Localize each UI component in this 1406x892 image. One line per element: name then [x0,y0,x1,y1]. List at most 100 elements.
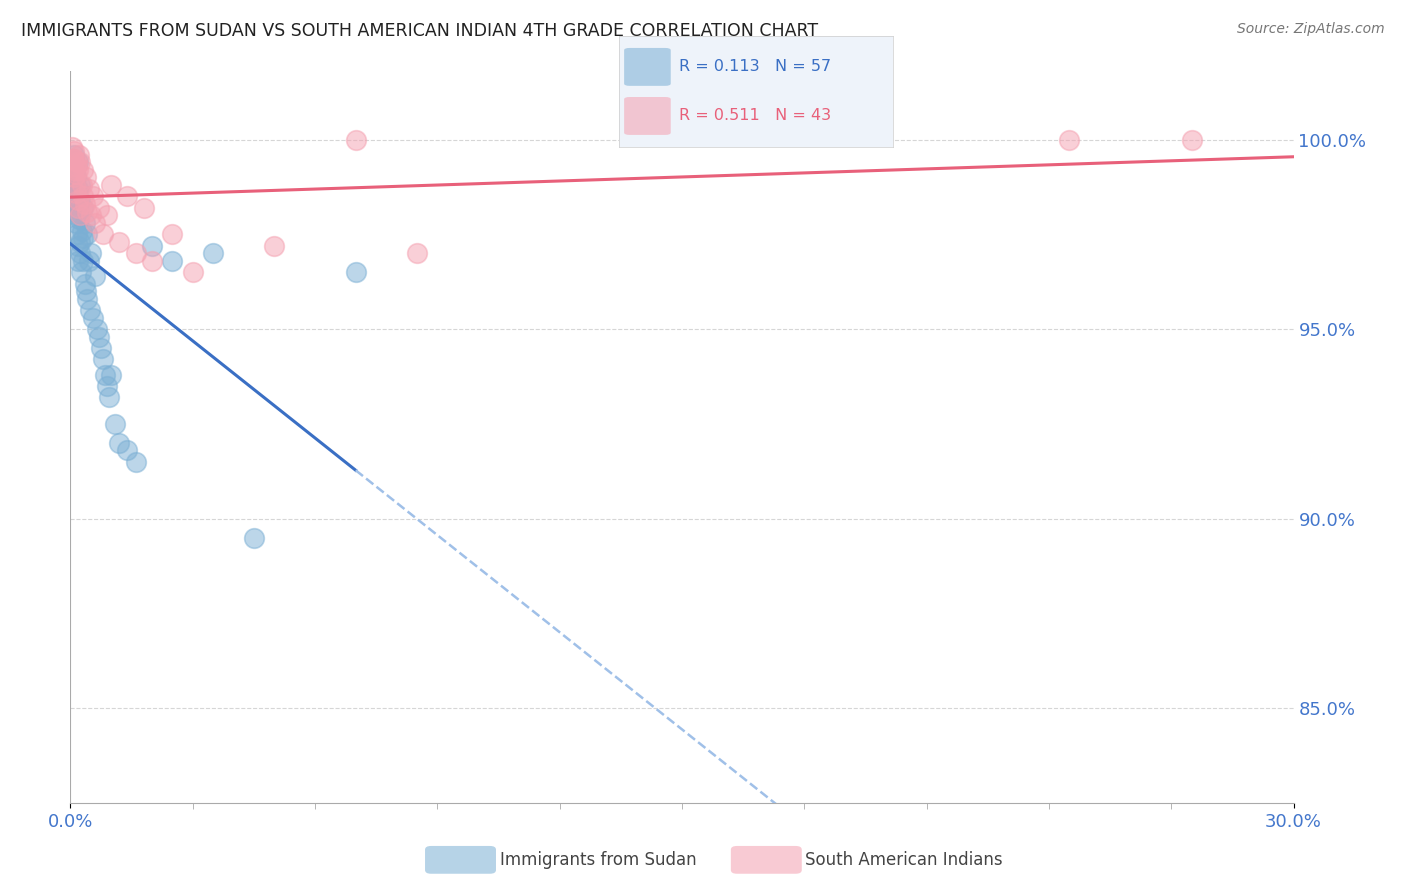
Point [124,246,146,260]
Point [62,178,84,192]
Point [62,152,84,166]
Point [60,152,83,166]
Point [141,238,163,252]
Point [96,379,118,393]
Point [162,253,183,268]
Point [67,238,90,252]
Point [66,227,89,242]
Point [65,186,87,200]
Point [1181,132,1204,146]
Point [73,197,96,211]
Point [72,189,94,203]
Point [63,152,86,166]
Point [263,238,285,252]
Point [69,246,91,260]
Point [124,455,146,469]
Point [67,208,90,222]
Point [72,253,94,268]
FancyBboxPatch shape [624,97,671,135]
Point [63,189,86,203]
Point [66,155,89,169]
Point [76,227,98,242]
Point [66,193,89,207]
Point [65,170,87,185]
Point [181,265,204,279]
Text: R = 0.113   N = 57: R = 0.113 N = 57 [679,60,831,74]
Point [69,155,91,169]
Point [141,253,163,268]
Point [63,197,86,211]
Point [86,322,108,336]
Point [76,292,98,306]
FancyBboxPatch shape [425,846,496,874]
Point [117,443,139,458]
FancyBboxPatch shape [731,846,801,874]
Point [344,132,367,146]
Point [63,147,86,161]
Point [67,147,90,161]
Point [162,227,183,242]
Point [63,167,86,181]
Point [66,186,89,200]
Point [70,223,93,237]
Point [70,178,93,192]
Point [82,310,104,325]
Point [65,167,87,181]
Point [87,329,110,343]
Point [72,231,94,245]
Point [65,216,87,230]
Text: Source: ZipAtlas.com: Source: ZipAtlas.com [1237,22,1385,37]
Point [94,368,117,382]
Point [66,155,89,169]
Point [79,246,103,260]
Point [66,201,89,215]
Point [67,201,90,215]
Point [202,246,225,260]
Point [73,216,96,230]
Point [79,303,101,318]
Point [69,193,91,207]
Text: South American Indians: South American Indians [806,851,1002,869]
Point [344,265,367,279]
Point [100,178,122,192]
Point [72,162,94,177]
Point [82,189,104,203]
Point [65,208,87,222]
Point [67,162,90,177]
Point [62,162,84,177]
Text: IMMIGRANTS FROM SUDAN VS SOUTH AMERICAN INDIAN 4TH GRADE CORRELATION CHART: IMMIGRANTS FROM SUDAN VS SOUTH AMERICAN … [21,22,818,40]
Point [75,284,97,298]
Point [69,208,91,222]
Point [63,178,86,192]
Point [104,417,127,431]
Point [62,162,84,177]
Point [69,178,91,192]
Point [79,208,103,222]
Point [96,208,118,222]
Point [69,235,91,249]
Point [98,390,121,404]
Point [63,170,86,185]
Point [1057,132,1080,146]
Point [73,277,96,291]
Point [72,201,94,215]
Point [100,368,122,382]
Text: Immigrants from Sudan: Immigrants from Sudan [499,851,696,869]
Point [406,246,429,260]
Point [67,182,90,196]
Point [132,201,155,215]
Point [63,144,86,158]
FancyBboxPatch shape [624,48,671,86]
Point [60,140,83,154]
Point [67,212,90,227]
Point [108,235,131,249]
Point [83,268,105,283]
Point [77,253,100,268]
Point [91,227,114,242]
Point [76,204,98,219]
Point [67,253,90,268]
Point [83,216,105,230]
Point [87,201,110,215]
Point [65,159,87,173]
Point [243,531,266,545]
